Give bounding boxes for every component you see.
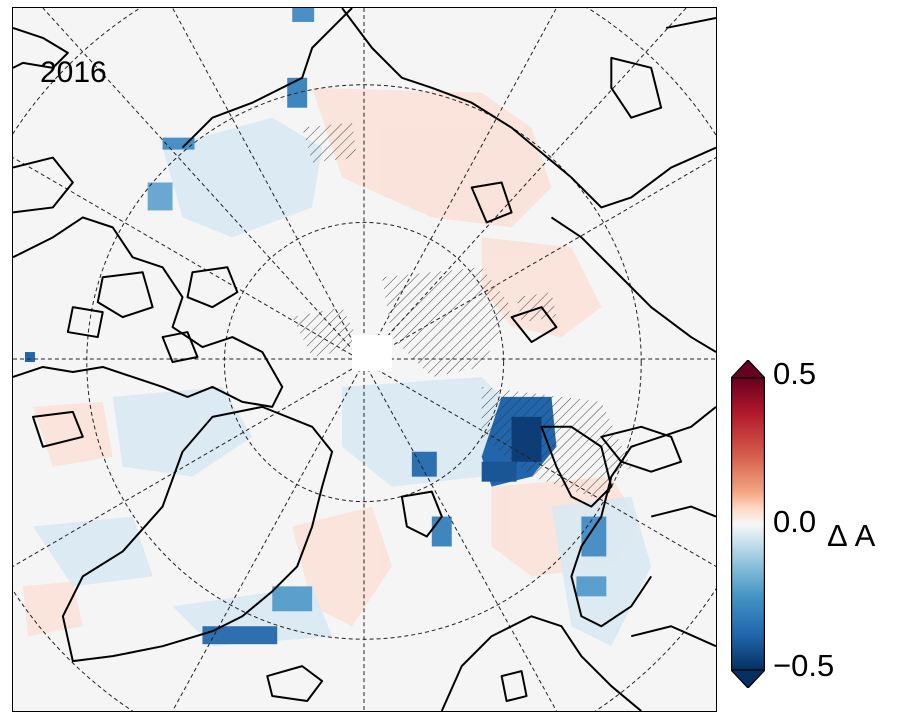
coast-novaya-zemlya [540, 425, 613, 508]
coast-siberia [181, 8, 353, 149]
pole-hole [352, 335, 392, 371]
coast-europe [440, 615, 642, 711]
colorbar-max-extend [731, 360, 765, 379]
map-panel [12, 7, 717, 712]
coast-greenland [61, 405, 334, 663]
colorbar-tick-zero: 0.0 [773, 504, 817, 539]
coast-iceland [266, 665, 324, 703]
colorbar-gradient [731, 377, 765, 671]
colorbar-tick-min: −0.5 [773, 648, 835, 683]
colorbar-label: Δ A [827, 518, 876, 553]
coast-canada-archipelago [13, 216, 284, 408]
polar-map [13, 8, 716, 711]
coastlines [13, 8, 716, 711]
colorbar [731, 360, 765, 688]
coast-alaska [13, 26, 69, 69]
coast-taymyr [550, 216, 716, 353]
coast-svalbard [400, 490, 443, 538]
colorbar-min-extend [731, 669, 765, 688]
colorbar-tick-max: 0.5 [773, 356, 817, 391]
year-label: 2016 [40, 56, 107, 89]
